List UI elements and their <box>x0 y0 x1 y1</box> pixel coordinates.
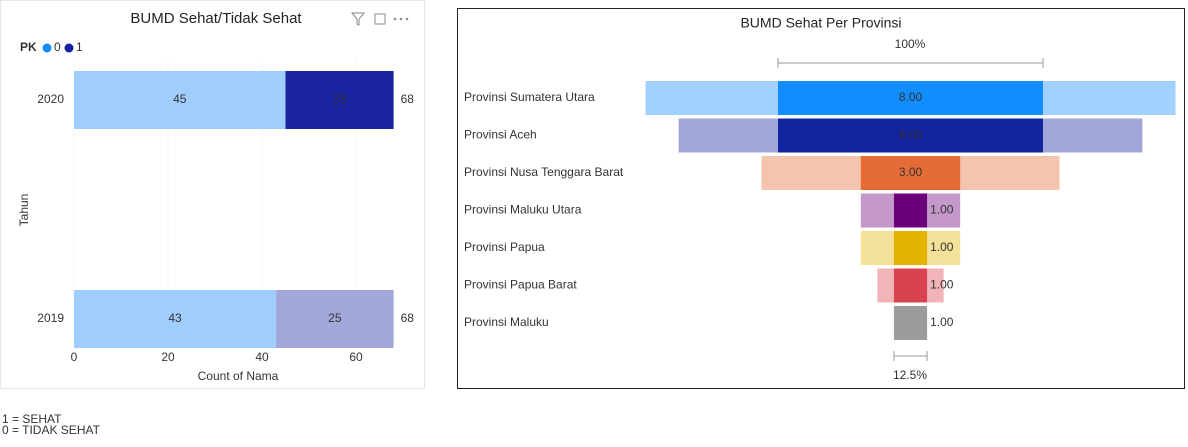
legend-marker <box>42 43 52 53</box>
chart-title: BUMD Sehat/Tidak Sehat <box>130 10 302 27</box>
chart-title: BUMD Sehat Per Provinsi <box>740 15 901 31</box>
data-label: 43 <box>168 311 182 325</box>
funnel-bar <box>893 306 928 340</box>
data-label: 1.00 <box>930 203 954 217</box>
data-label: 1.00 <box>930 278 954 292</box>
bar-segment <box>285 71 394 129</box>
bar-segment <box>74 71 286 129</box>
category-label: Provinsi Nusa Tenggara Barat <box>464 165 624 179</box>
legend-marker <box>64 43 74 53</box>
top-annotation: 100% <box>895 37 926 51</box>
data-label: 23 <box>333 92 347 106</box>
x-tick-label: 40 <box>255 350 269 364</box>
visual-header-icons[interactable] <box>350 12 409 26</box>
y-tick-label: 2019 <box>37 311 64 325</box>
category-label: Provinsi Aceh <box>464 128 537 142</box>
more-dot <box>399 17 403 21</box>
legend-label: 0 <box>54 40 61 54</box>
category-label: Provinsi Sumatera Utara <box>464 90 595 104</box>
x-tick-label: 0 <box>71 350 78 364</box>
filter-icon[interactable] <box>350 12 366 26</box>
data-label: 1.00 <box>930 240 954 254</box>
data-label: 25 <box>328 311 342 325</box>
legend-label: 1 <box>76 40 83 54</box>
category-label: Provinsi Maluku Utara <box>464 203 582 217</box>
bar-segment <box>74 290 277 348</box>
category-label: Provinsi Papua Barat <box>464 278 577 292</box>
y-axis-label: Tahun <box>17 194 31 227</box>
category-label: Provinsi Papua <box>464 240 545 254</box>
funnel-bar <box>778 118 1043 153</box>
total-label: 68 <box>401 311 415 325</box>
category-label: Provinsi Maluku <box>464 315 549 329</box>
right-panel <box>457 8 1185 389</box>
x-tick-label: 20 <box>161 350 175 364</box>
data-label: 3.00 <box>899 165 923 179</box>
y-tick-label: 2020 <box>37 92 64 106</box>
bar-segment <box>276 290 394 348</box>
legend-title: PK <box>20 40 37 54</box>
funnel-bar <box>860 156 961 190</box>
data-label: 45 <box>173 92 187 106</box>
data-label: 8.00 <box>899 128 923 142</box>
note: 1 = SEHAT <box>2 412 62 426</box>
funnel-bar <box>893 268 928 303</box>
funnel-bar <box>778 81 1043 115</box>
x-tick-label: 60 <box>349 350 363 364</box>
funnel-bar <box>893 193 928 228</box>
note: 0 = TIDAK SEHAT <box>2 423 101 437</box>
more-icon[interactable] <box>393 17 397 21</box>
data-label: 1.00 <box>930 315 954 329</box>
x-axis-label: Count of Nama <box>198 369 279 383</box>
total-label: 68 <box>401 92 415 106</box>
funnel-bar <box>893 231 928 265</box>
data-label: 8.00 <box>899 90 923 104</box>
focus-icon[interactable] <box>374 13 386 25</box>
more-dot <box>405 17 409 21</box>
bottom-annotation: 12.5% <box>893 368 927 382</box>
